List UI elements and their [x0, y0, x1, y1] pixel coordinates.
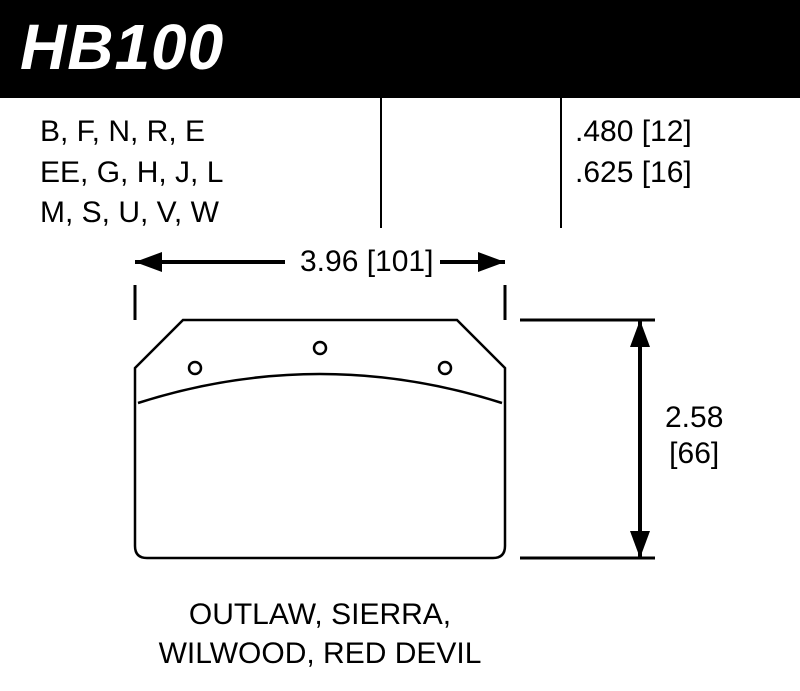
pad-friction-line [138, 374, 502, 403]
height-in: 2.58 [665, 400, 723, 436]
height-mm: [66] [665, 436, 723, 472]
compat-line-1: OUTLAW, SIERRA, [0, 595, 640, 634]
compat-line-2: WILWOOD, RED DEVIL [0, 634, 640, 673]
compatibility: OUTLAW, SIERRA, WILWOOD, RED DEVIL [0, 595, 640, 673]
width-label: 3.96 [101] [300, 245, 433, 279]
thickness-specs: .480 [12] .625 [16] [575, 112, 692, 193]
height-label: 2.58 [66] [665, 400, 723, 472]
codes-line-1: B, F, N, R, E [40, 112, 340, 153]
codes-line-2: EE, G, H, J, L [40, 153, 340, 194]
specs-row: B, F, N, R, E EE, G, H, J, L M, S, U, V,… [0, 98, 800, 234]
codes-line-3: M, S, U, V, W [40, 193, 340, 234]
part-number: HB100 [20, 10, 780, 84]
title-bar: HB100 [0, 0, 800, 98]
hole-left [189, 362, 201, 374]
separator-1 [380, 98, 382, 228]
hole-center [314, 342, 326, 354]
thickness-2: .625 [16] [575, 153, 692, 194]
diagram-area: 3.96 [101] 2.58 [66] OUTLAW, SIERRA, WIL… [0, 240, 800, 680]
thickness-1: .480 [12] [575, 112, 692, 153]
separator-2 [560, 98, 562, 228]
hole-right [439, 362, 451, 374]
height-dimension [520, 320, 655, 558]
pad-backing-plate [135, 320, 505, 558]
compound-codes: B, F, N, R, E EE, G, H, J, L M, S, U, V,… [0, 112, 340, 234]
